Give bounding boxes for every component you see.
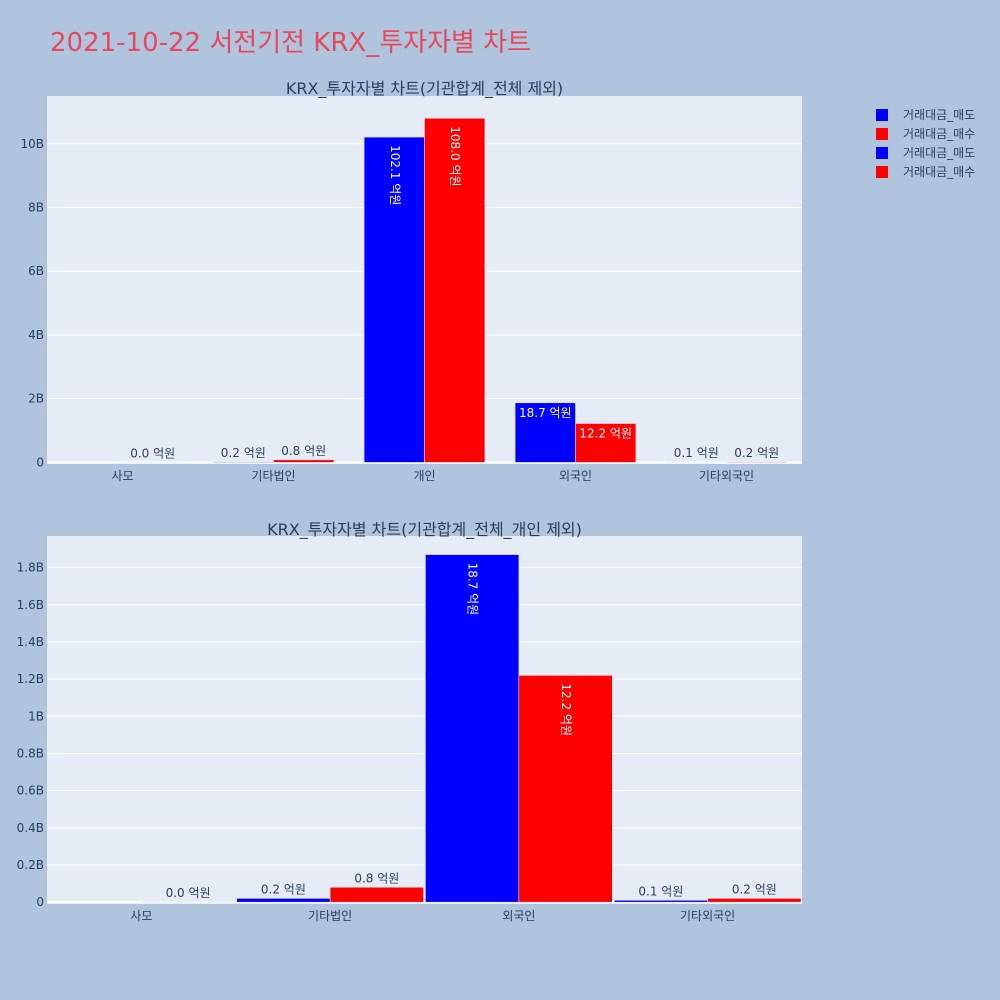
- bar: [425, 554, 520, 903]
- y-tick-label: 1.6B: [17, 598, 44, 612]
- y-tick-label: 0.8B: [17, 746, 44, 760]
- legend-item: 거래대금_매수: [903, 165, 975, 179]
- bar: [363, 136, 425, 463]
- legend-swatch: [876, 166, 888, 178]
- legend-swatch: [876, 147, 888, 159]
- chart-title: KRX_투자자별 차트(기관합계_전체_개인 제외): [267, 520, 582, 540]
- y-tick-label: 6B: [28, 264, 44, 278]
- bar: [236, 898, 331, 903]
- x-tick-label: 개인: [413, 469, 435, 483]
- y-tick-label: 1.8B: [17, 561, 44, 575]
- chart-bottom: KRX_투자자별 차트(기관합계_전체_개인 제외) 0 0.2B 0.4B 0.6B 0…: [17, 520, 802, 923]
- bar: [212, 461, 274, 463]
- y-tick-label: 4B: [28, 328, 44, 342]
- plot-background: [47, 536, 802, 904]
- x-tick-label: 외국인: [559, 469, 592, 483]
- bar: [514, 402, 576, 463]
- y-tick-label: 1B: [28, 709, 44, 723]
- data-label: 0.0 억원: [130, 446, 175, 460]
- data-label: 0.1 억원: [674, 446, 719, 460]
- page-title: 2021-10-22 서전기전 KRX_투자자별 차트: [50, 28, 532, 58]
- bar: [726, 461, 788, 463]
- data-label: 0.2 억원: [261, 882, 306, 896]
- data-label: 0.2 억원: [732, 882, 777, 896]
- data-label: 0.2 억원: [734, 446, 779, 460]
- x-tick-label: 기타외국인: [699, 469, 754, 483]
- chart-top: KRX_투자자별 차트(기관합계_전체 제외) 0 2B 4B 6B 8B 10B 사모 0.0…: [20, 79, 802, 483]
- data-label: 18.7 억원: [466, 563, 480, 616]
- y-tick-label: 8B: [28, 201, 44, 215]
- y-tick-label: 0: [36, 455, 44, 469]
- bar: [707, 898, 802, 903]
- bar: [329, 887, 424, 903]
- bar: [424, 118, 486, 463]
- y-tick-label: 0.2B: [17, 858, 44, 872]
- y-tick-label: 2B: [28, 392, 44, 406]
- legend-item: 거래대금_매도: [903, 146, 975, 160]
- bar: [273, 459, 335, 463]
- x-tick-label: 기타법인: [308, 909, 352, 923]
- bar: [518, 675, 613, 903]
- data-label: 0.1 억원: [638, 884, 683, 898]
- data-label: 12.2 억원: [559, 683, 573, 736]
- data-label: 0.8 억원: [281, 444, 326, 458]
- x-tick-label: 기타외국인: [680, 909, 735, 923]
- y-tick-label: 1.2B: [17, 672, 44, 686]
- data-label: 0.8 억원: [354, 871, 399, 885]
- data-label: 18.7 억원: [519, 406, 572, 420]
- data-label: 0.0 억원: [166, 886, 211, 900]
- y-tick-label: 1.4B: [17, 635, 44, 649]
- y-tick-label: 10B: [20, 137, 44, 151]
- data-label: 108.0 억원: [448, 126, 462, 186]
- x-tick-label: 사모: [130, 909, 152, 923]
- legend-swatch: [876, 109, 888, 121]
- chart-title: KRX_투자자별 차트(기관합계_전체 제외): [286, 79, 563, 99]
- y-tick-label: 0.4B: [17, 821, 44, 835]
- y-tick-label: 0: [36, 895, 44, 909]
- bar: [613, 900, 708, 903]
- x-tick-label: 외국인: [502, 909, 535, 923]
- bar: [575, 423, 637, 463]
- data-label: 0.2 억원: [221, 446, 266, 460]
- legend-swatch: [876, 128, 888, 140]
- data-label: 12.2 억원: [579, 427, 632, 441]
- data-label: 102.1 억원: [388, 145, 402, 205]
- legend-item: 거래대금_매도: [903, 108, 975, 122]
- x-tick-label: 사모: [111, 469, 133, 483]
- legend-item: 거래대금_매수: [903, 127, 975, 141]
- y-tick-label: 0.6B: [17, 784, 44, 798]
- x-tick-label: 기타법인: [251, 469, 295, 483]
